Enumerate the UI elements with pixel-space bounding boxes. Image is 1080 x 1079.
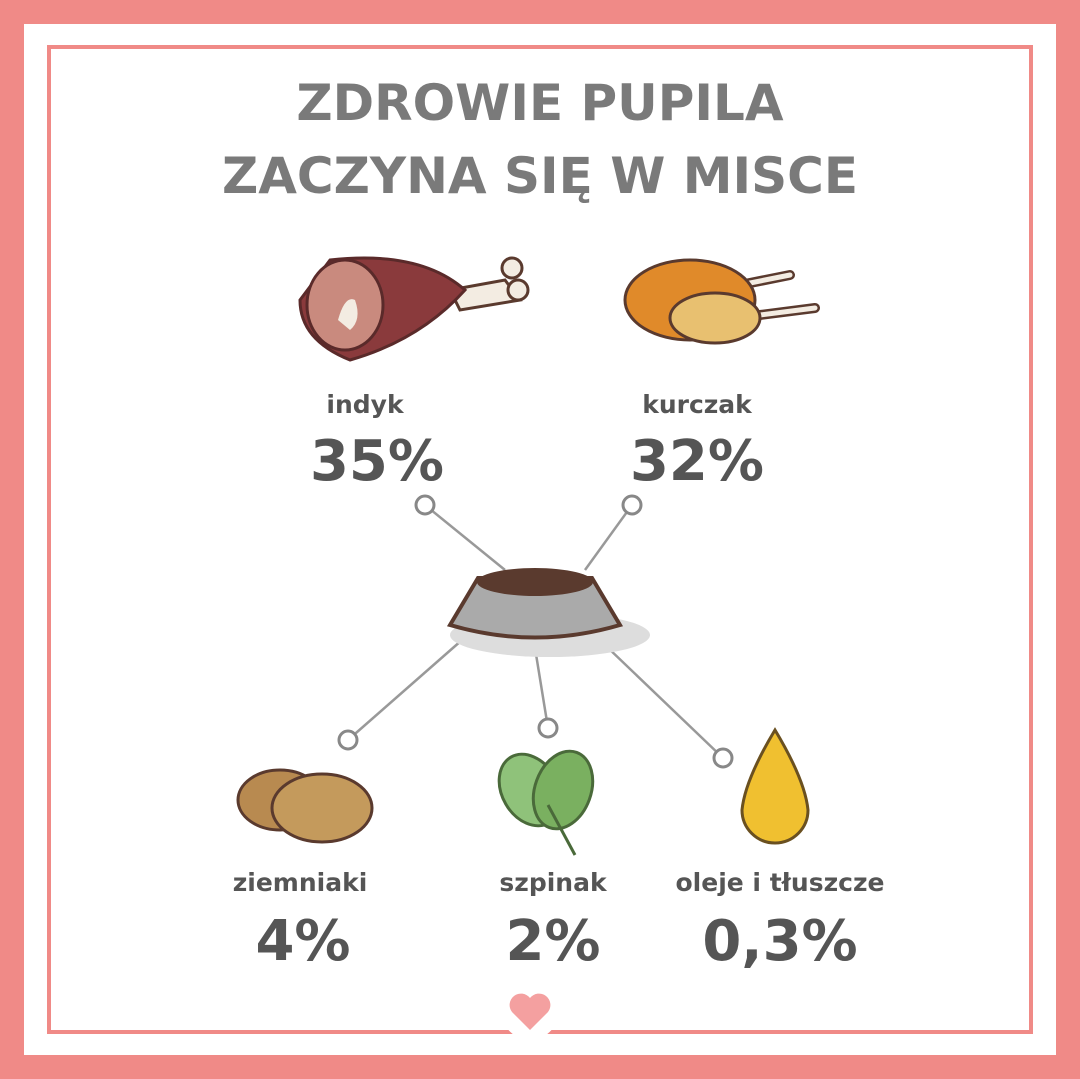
item-value: 4% [255, 909, 350, 974]
item-value: 2% [505, 909, 600, 974]
potato-icon [236, 768, 374, 844]
item-label: ziemniaki [233, 868, 368, 897]
item-label: oleje i tłuszcze [676, 868, 885, 897]
chicken-icon [623, 258, 820, 345]
title-line: ZACZYNA SIĘ W MISCE [222, 147, 858, 205]
heart-badge [502, 984, 558, 1040]
turkey-icon [298, 256, 530, 362]
connectors [337, 494, 734, 769]
item-value: 0,3% [702, 909, 857, 974]
oil-icon [740, 727, 810, 845]
bowl-icon [446, 568, 650, 657]
item-value: 32% [630, 429, 764, 494]
panel [24, 24, 1056, 1055]
spinach-icon [497, 749, 595, 856]
item-label: kurczak [642, 390, 753, 419]
title-line: ZDROWIE PUPILA [296, 74, 783, 132]
item-label: szpinak [499, 868, 608, 897]
item-label: indyk [326, 390, 405, 419]
item-value: 35% [310, 429, 444, 494]
